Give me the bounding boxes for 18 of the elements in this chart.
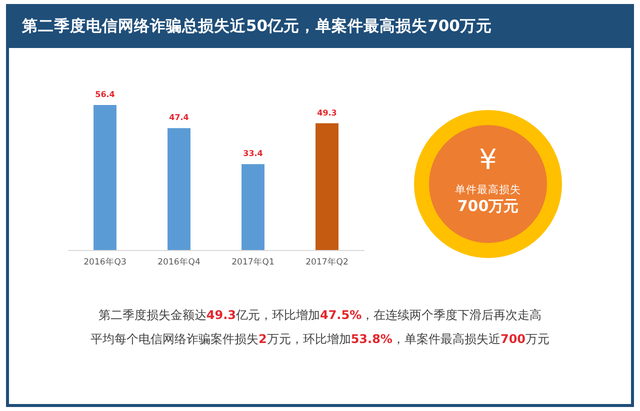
text: 第二季度损失金额达49.3亿元，环比增加47.5%，在连续两个季度下滑后再次走高 (98, 308, 542, 322)
text: 单件最高损失 (454, 183, 522, 197)
bar (168, 128, 190, 250)
text: 700万元 (456, 197, 520, 215)
bar (242, 164, 264, 250)
text: 平均每个电信网络诈骗案件损失2万元，环比增加53.8%，单案件最高损失近700万元 (90, 332, 550, 346)
bar (94, 105, 116, 250)
x-tick-label: 2017年Q2 (306, 256, 348, 268)
text: ¥ (478, 143, 498, 177)
chart-title: 第二季度电信网络诈骗总损失近50亿元，单案件最高损失700万元 (22, 16, 492, 37)
x-tick-label: 2016年Q3 (84, 256, 126, 268)
bar (316, 123, 338, 250)
data-label: 56.4 (95, 90, 116, 99)
data-label: 49.3 (317, 108, 337, 118)
data-label: 47.4 (169, 113, 190, 122)
x-tick-label: 2016年Q4 (158, 256, 200, 268)
x-tick-label: 2017年Q1 (232, 256, 274, 268)
data-label: 33.4 (243, 149, 264, 158)
